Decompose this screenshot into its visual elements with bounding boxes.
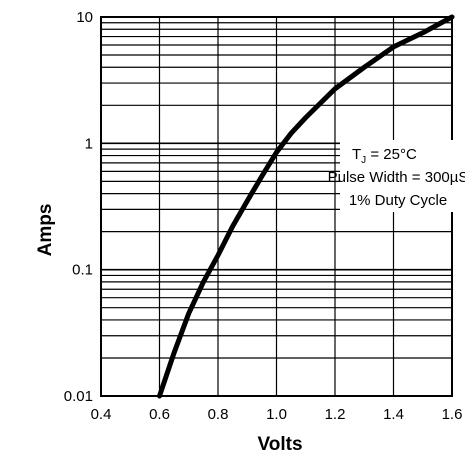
curve-layer <box>157 14 455 399</box>
series-line <box>157 14 455 399</box>
x-tick-label: 0.6 <box>149 406 170 423</box>
annotation-t-value: = 25°C <box>366 146 417 163</box>
x-tick-label: 0.8 <box>208 406 229 423</box>
annotation-pulse-width: Pulse Width = 300µS <box>328 169 465 186</box>
annotation-t: T <box>352 146 361 163</box>
x-tick-label: 1.6 <box>442 406 463 423</box>
x-tick-label: 1.4 <box>383 406 404 423</box>
x-axis-title: Volts <box>257 434 302 455</box>
y-axis-title: Amps <box>35 204 56 257</box>
annotation-junction-temp: TJ = 25°C <box>352 146 417 166</box>
x-tick-label: 1.0 <box>266 406 287 423</box>
x-tick-label: 1.2 <box>325 406 346 423</box>
y-tick-label: 1 <box>85 135 93 152</box>
y-tick-label: 0.01 <box>64 388 93 405</box>
annotation-t-subscript: J <box>361 155 366 166</box>
annotation-duty-cycle: 1% Duty Cycle <box>349 192 447 209</box>
x-tick-label: 0.4 <box>91 406 112 423</box>
tick-labels: 0.4 0.6 0.8 1.0 1.2 1.4 1.6 0.01 0.1 1 10 <box>64 9 463 423</box>
y-tick-label: 0.1 <box>72 262 93 279</box>
annotation-background <box>340 140 462 212</box>
y-tick-label: 10 <box>76 9 93 26</box>
